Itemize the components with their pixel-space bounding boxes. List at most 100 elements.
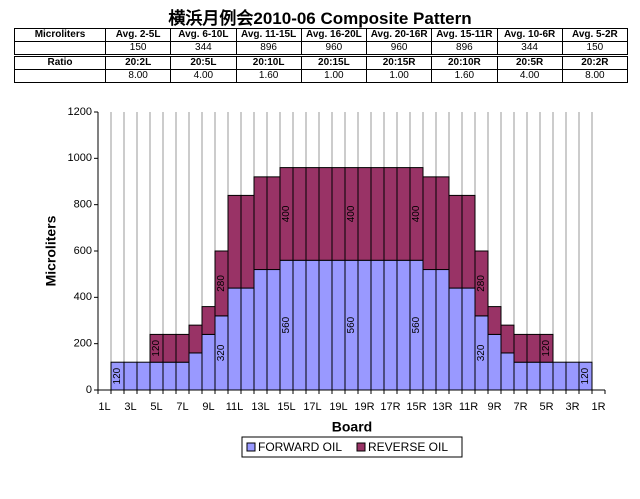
bar-segment bbox=[565, 361, 580, 391]
bar-segment bbox=[292, 167, 307, 261]
data-label: 400 bbox=[411, 205, 422, 222]
x-tick-label: 19R bbox=[354, 401, 374, 413]
bar-segment bbox=[500, 324, 515, 354]
table-row: 8.00 4.00 1.60 1.00 1.00 1.60 4.00 8.00 bbox=[14, 69, 629, 83]
bar-segment bbox=[500, 352, 515, 391]
legend-swatch bbox=[356, 442, 366, 452]
bar-segment bbox=[474, 250, 489, 317]
bar-segment bbox=[552, 361, 567, 391]
bar-segment bbox=[513, 333, 528, 363]
table-row: Ratio 20:2L 20:5L 20:10L 20:15L 20:15R 20:10R 2… bbox=[14, 55, 629, 70]
table-cell: 20:2R bbox=[561, 55, 629, 70]
data-label: 280 bbox=[216, 275, 227, 292]
bar-segment bbox=[149, 361, 164, 391]
bar-segment bbox=[487, 306, 502, 335]
x-tick-label: 3L bbox=[124, 401, 136, 413]
bar-segment bbox=[357, 259, 372, 391]
bar-segment bbox=[240, 287, 255, 391]
x-tick-label: 3R bbox=[565, 401, 579, 413]
bar-segment bbox=[227, 194, 242, 289]
legend-swatch bbox=[246, 442, 256, 452]
bar-segment bbox=[539, 333, 554, 363]
bar-segment bbox=[253, 269, 268, 391]
table-cell: 150 bbox=[561, 41, 629, 57]
bar-segment bbox=[357, 167, 372, 261]
y-tick-label: 200 bbox=[74, 338, 92, 350]
summary-table: Microliters Avg. 2-5L Avg. 6-10L Avg. 11-15… bbox=[14, 28, 629, 83]
table-cell: Avg. 5-2R bbox=[561, 28, 629, 42]
data-label: 560 bbox=[346, 316, 357, 333]
bar-segment bbox=[305, 259, 320, 391]
bar-segment bbox=[526, 333, 541, 363]
bar-segment bbox=[175, 333, 190, 363]
bar-segment bbox=[422, 176, 437, 271]
x-tick-label: 7L bbox=[176, 401, 188, 413]
bar-segment bbox=[162, 333, 177, 363]
bar-segment bbox=[370, 259, 385, 391]
y-tick-label: 600 bbox=[74, 245, 92, 257]
bar-segment bbox=[123, 361, 138, 391]
bar-segment bbox=[266, 176, 281, 271]
legend-box bbox=[241, 436, 463, 458]
x-tick-label: 11R bbox=[459, 401, 478, 413]
data-label: 120 bbox=[112, 367, 123, 384]
bar-segment bbox=[435, 176, 450, 271]
data-label: 320 bbox=[476, 344, 487, 361]
bar-segment bbox=[396, 167, 411, 261]
page-title: 横浜月例会2010-06 Composite Pattern bbox=[168, 9, 472, 28]
bar-segment bbox=[305, 167, 320, 261]
bar-segment bbox=[136, 361, 151, 391]
x-tick-label: 17L bbox=[303, 401, 321, 413]
y-tick-label: 400 bbox=[74, 291, 92, 303]
bar-segment bbox=[422, 269, 437, 391]
y-tick-label: 1000 bbox=[68, 152, 92, 164]
legend-label: FORWARD OIL bbox=[258, 440, 342, 454]
y-tick-label: 0 bbox=[86, 384, 92, 396]
x-tick-label: 9L bbox=[202, 401, 214, 413]
bar-segment bbox=[461, 194, 476, 289]
x-tick-label: 13L bbox=[251, 401, 269, 413]
bar-segment bbox=[188, 352, 203, 391]
bar-segment bbox=[461, 287, 476, 391]
bar-segment bbox=[292, 259, 307, 391]
x-tick-label: 5R bbox=[539, 401, 553, 413]
x-tick-label: 1R bbox=[591, 401, 605, 413]
x-tick-label: 15L bbox=[277, 401, 295, 413]
data-label: 560 bbox=[281, 316, 292, 333]
bar-segment bbox=[266, 269, 281, 391]
y-tick-label: 1200 bbox=[68, 106, 92, 118]
bar-segment bbox=[331, 167, 346, 261]
bar-segment bbox=[240, 194, 255, 289]
legend-label: REVERSE OIL bbox=[368, 440, 448, 454]
bar-segment bbox=[370, 167, 385, 261]
bar-segment bbox=[539, 361, 554, 391]
x-tick-label: 13R bbox=[432, 401, 452, 413]
bar-segment bbox=[526, 361, 541, 391]
bar-segment bbox=[318, 259, 333, 391]
x-tick-label: 7R bbox=[513, 401, 527, 413]
x-tick-label: 5L bbox=[150, 401, 162, 413]
bar-segment bbox=[175, 361, 190, 391]
x-tick-label: 15R bbox=[406, 401, 426, 413]
bar-segment bbox=[162, 361, 177, 391]
table-row: Microliters Avg. 2-5L Avg. 6-10L Avg. 11-15… bbox=[14, 28, 629, 42]
data-label: 120 bbox=[580, 367, 591, 384]
x-tick-label: 9R bbox=[487, 401, 501, 413]
x-tick-label: 17R bbox=[380, 401, 400, 413]
bar-segment bbox=[253, 176, 268, 271]
x-axis-title: Board bbox=[332, 419, 372, 435]
data-label: 320 bbox=[216, 344, 227, 361]
table-cell: 8.00 bbox=[561, 69, 629, 83]
bar-segment bbox=[188, 324, 203, 354]
x-tick-label: 11L bbox=[226, 401, 244, 413]
bar-segment bbox=[487, 333, 502, 391]
data-label: 400 bbox=[346, 205, 357, 222]
bar-segment bbox=[227, 287, 242, 391]
table-row: 150 344 896 960 960 896 344 150 bbox=[14, 41, 629, 57]
bar-segment bbox=[383, 167, 398, 261]
bar-segment bbox=[448, 287, 463, 391]
bar-segment bbox=[201, 333, 216, 391]
bar-segment bbox=[448, 194, 463, 289]
